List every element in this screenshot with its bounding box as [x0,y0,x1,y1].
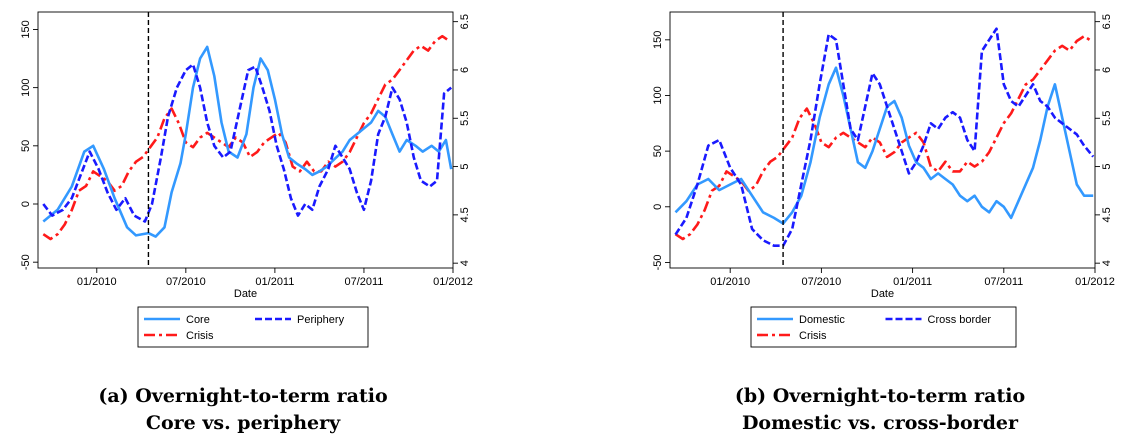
plot-frame [37,11,454,269]
y-left-tick-label: -50 [652,254,664,270]
x-tick-label: 01/2012 [1075,276,1115,288]
x-tick-label: 07/2010 [802,276,842,288]
y-left-tick-label: 150 [652,31,664,49]
plot-frame [669,11,1096,269]
series-line-periphery [42,63,453,223]
y-right-tick-label: 6 [459,67,471,73]
y-right-tick-label: 4.5 [1101,207,1113,222]
series-line-crisis [674,34,1093,241]
legend-box [137,306,369,348]
y-left-tick-label: 50 [20,140,32,152]
y-right-tick-label: 5 [459,164,471,170]
x-axis-label: Date [871,288,894,300]
legend-label: Crisis [799,330,827,342]
y-left-tick-label: 0 [20,201,32,207]
y-left-tick-label: 0 [652,204,664,210]
x-axis-label: Date [234,288,257,300]
y-right-tick-label: 4.5 [459,207,471,222]
chart-panel-b: -50 0 50 100 150 4 4.5 5 5.5 6 6.5 01/2010 07/2010 01… [652,11,1115,434]
x-tick-label: 01/2012 [433,276,473,288]
y-left-tick-label: 100 [652,86,664,104]
y-right-tick-label: 4 [1101,260,1113,266]
figure-caption-line1: (b) Overnight-to-term ratio [735,385,1025,407]
y-right-tick-label: 4 [459,260,471,266]
legend-label: Domestic [799,314,845,326]
y-right-tick-label: 6 [1101,67,1113,73]
legend: Core Periphery Crisis [137,306,369,348]
legend-label: Crisis [186,330,214,342]
x-tick-label: 07/2010 [166,276,206,288]
x-tick-label: 01/2010 [77,276,117,288]
chart-panel-a: -50 0 50 100 150 4 4.5 5 5.5 6 6.5 01/2010 07/2010 01… [20,11,473,434]
x-tick-label: 01/2011 [893,276,932,288]
y-right-tick-label: 5.5 [459,111,471,126]
x-tick-label: 07/2011 [984,276,1023,288]
y-left-tick-label: 150 [20,20,32,38]
figure-caption-line1: (a) Overnight-to-term ratio [98,385,387,407]
legend-label: Core [186,314,210,326]
y-right-tick-label: 6.5 [1101,14,1113,29]
figure-caption-line2: Domestic vs. cross-border [742,412,1019,434]
y-right-tick-label: 5.5 [1101,111,1113,126]
legend: Domestic Cross border Crisis [750,306,1017,348]
y-left-tick-label: 100 [20,78,32,96]
y-right-tick-label: 6.5 [459,14,471,29]
y-left-tick-label: 50 [652,145,664,157]
y-right-tick-label: 5 [1101,164,1113,170]
series-line-domestic [674,66,1094,225]
y-left-tick-label: -50 [20,254,32,270]
figure-caption-line2: Core vs. periphery [146,412,341,434]
legend-box [750,306,1017,348]
x-tick-label: 01/2010 [710,276,750,288]
x-tick-label: 07/2011 [344,276,383,288]
x-tick-label: 01/2011 [255,276,294,288]
legend-label: Cross border [928,314,992,326]
series-line-core [42,45,453,238]
legend-label: Periphery [297,314,345,326]
series-line-cross-border [674,27,1095,247]
